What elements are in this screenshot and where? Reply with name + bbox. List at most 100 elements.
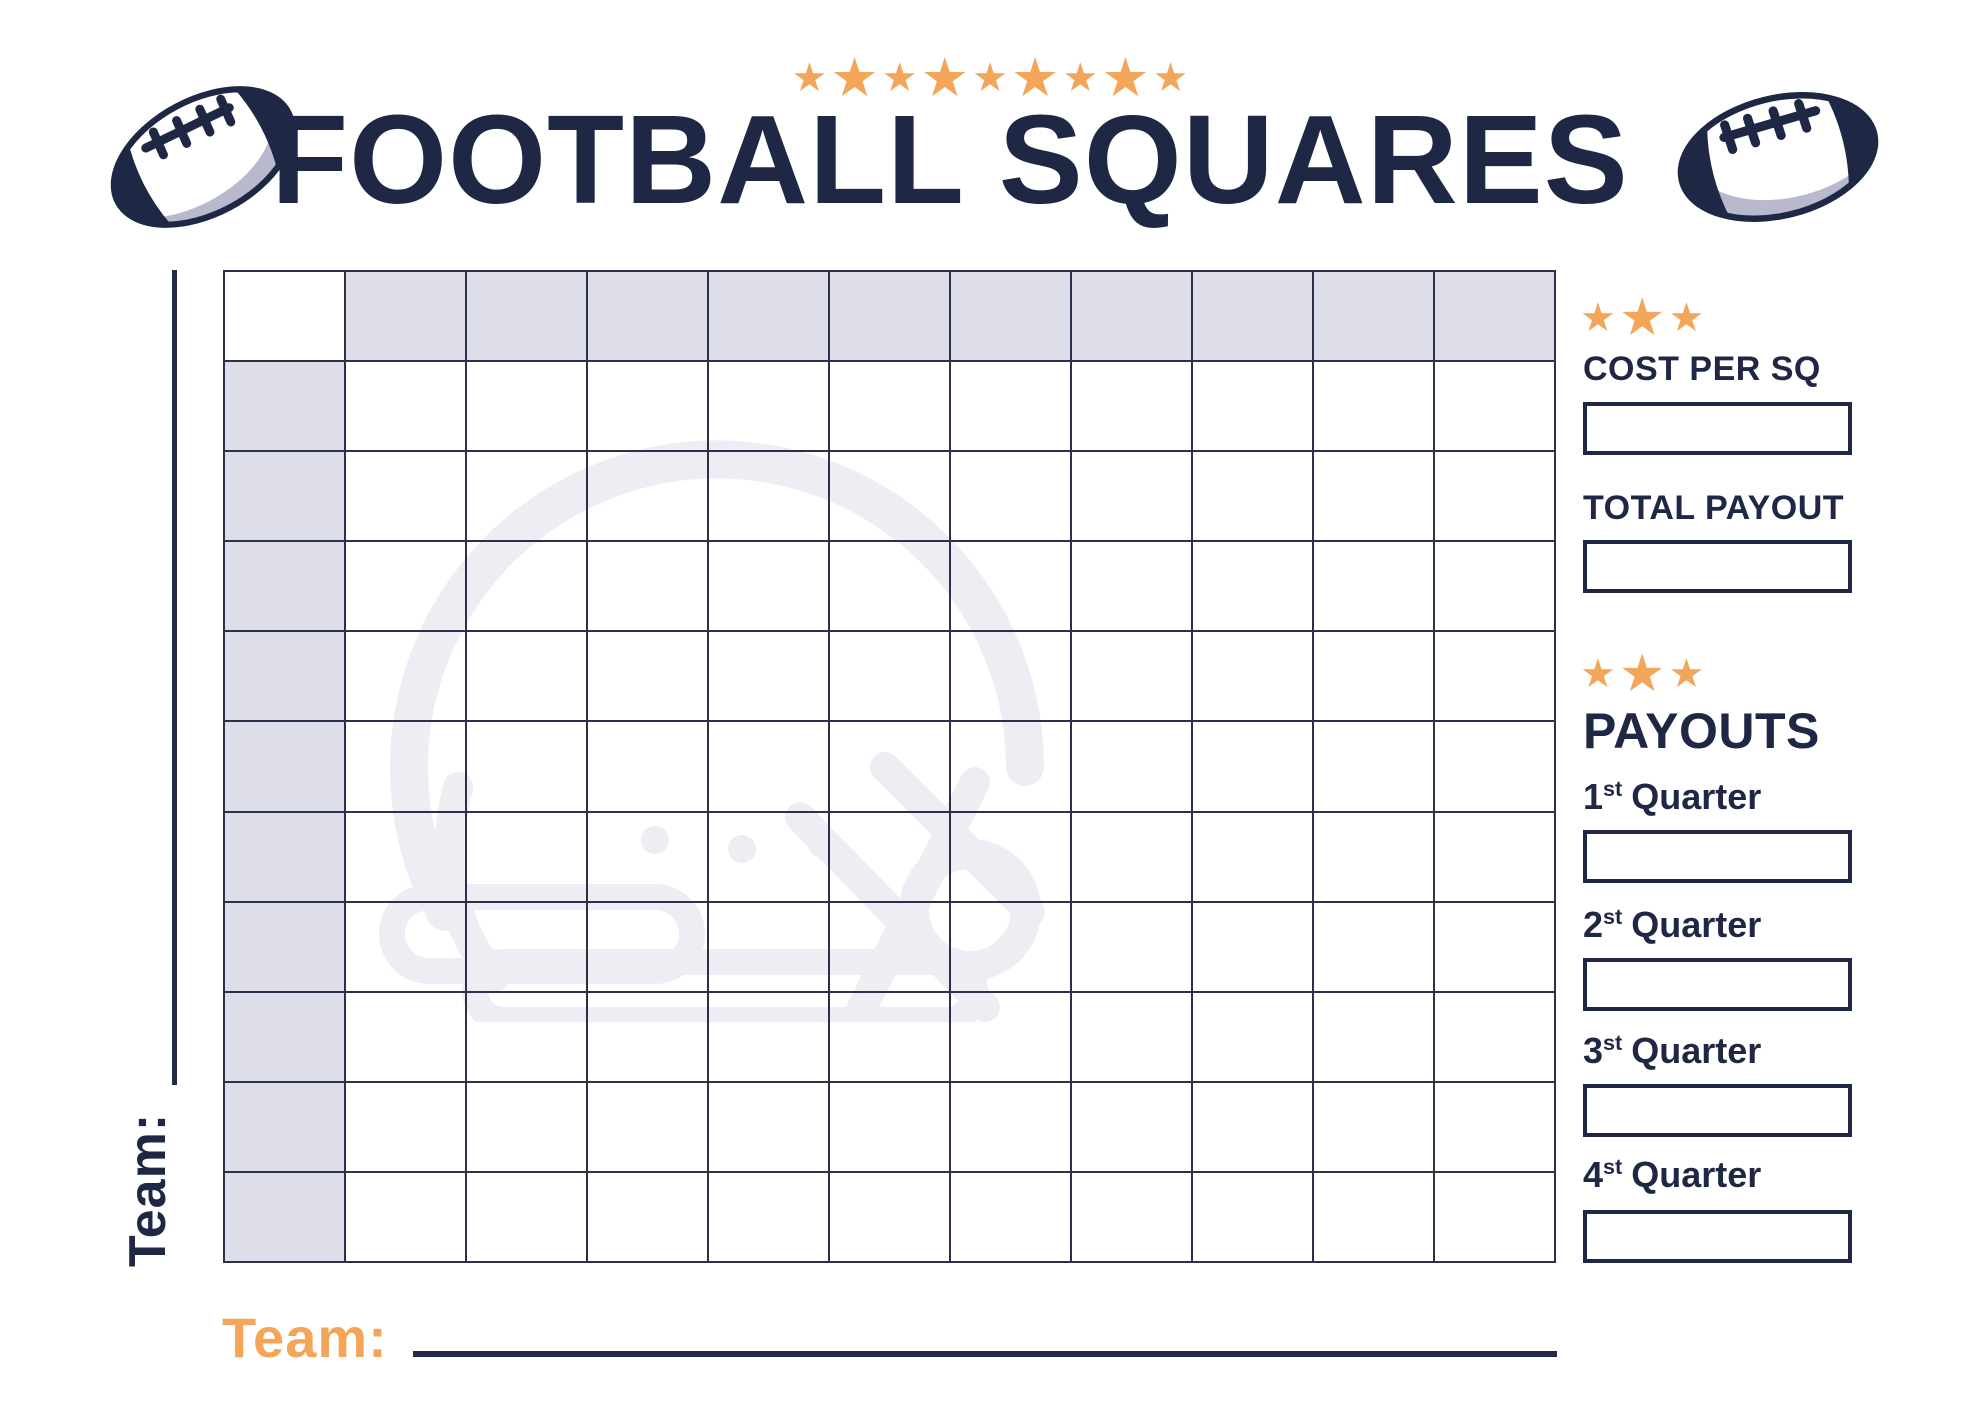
grid-square-cell[interactable] <box>345 541 466 632</box>
grid-square-cell[interactable] <box>950 361 1071 452</box>
score-header-cell-left[interactable] <box>224 901 345 992</box>
team-left-write-in-line[interactable] <box>172 270 177 1085</box>
grid-square-cell[interactable] <box>1313 631 1434 722</box>
grid-square-cell[interactable] <box>587 451 708 542</box>
grid-square-cell[interactable] <box>1434 811 1555 902</box>
grid-square-cell[interactable] <box>345 721 466 812</box>
score-header-cell-top[interactable] <box>1434 271 1555 362</box>
grid-square-cell[interactable] <box>1313 361 1434 452</box>
grid-square-cell[interactable] <box>1192 361 1313 452</box>
grid-square-cell[interactable] <box>829 1081 950 1172</box>
grid-square-cell[interactable] <box>1434 1081 1555 1172</box>
grid-square-cell[interactable] <box>466 991 587 1082</box>
grid-square-cell[interactable] <box>1313 1081 1434 1172</box>
grid-square-cell[interactable] <box>950 901 1071 992</box>
score-header-cell-left[interactable] <box>224 1081 345 1172</box>
grid-square-cell[interactable] <box>950 1171 1071 1262</box>
grid-square-cell[interactable] <box>708 451 829 542</box>
grid-square-cell[interactable] <box>1434 901 1555 992</box>
grid-square-cell[interactable] <box>466 811 587 902</box>
grid-square-cell[interactable] <box>1071 631 1192 722</box>
grid-square-cell[interactable] <box>345 1171 466 1262</box>
grid-square-cell[interactable] <box>1071 541 1192 632</box>
grid-square-cell[interactable] <box>345 1081 466 1172</box>
grid-square-cell[interactable] <box>1192 1171 1313 1262</box>
grid-square-cell[interactable] <box>345 451 466 542</box>
total-payout-input[interactable] <box>1583 540 1852 593</box>
grid-square-cell[interactable] <box>1192 631 1313 722</box>
grid-square-cell[interactable] <box>466 1171 587 1262</box>
grid-square-cell[interactable] <box>708 361 829 452</box>
grid-square-cell[interactable] <box>1313 811 1434 902</box>
grid-square-cell[interactable] <box>1313 991 1434 1082</box>
grid-square-cell[interactable] <box>1071 901 1192 992</box>
corner-cell[interactable] <box>224 271 345 362</box>
grid-square-cell[interactable] <box>345 901 466 992</box>
grid-square-cell[interactable] <box>829 721 950 812</box>
grid-square-cell[interactable] <box>1434 541 1555 632</box>
grid-square-cell[interactable] <box>829 541 950 632</box>
grid-square-cell[interactable] <box>950 811 1071 902</box>
grid-square-cell[interactable] <box>1071 721 1192 812</box>
grid-square-cell[interactable] <box>587 631 708 722</box>
score-header-cell-top[interactable] <box>466 271 587 362</box>
grid-square-cell[interactable] <box>1434 361 1555 452</box>
grid-square-cell[interactable] <box>1434 631 1555 722</box>
score-header-cell-top[interactable] <box>587 271 708 362</box>
grid-square-cell[interactable] <box>466 721 587 812</box>
grid-square-cell[interactable] <box>1313 1171 1434 1262</box>
quarter-3-payout-input[interactable] <box>1583 1084 1852 1137</box>
grid-square-cell[interactable] <box>829 631 950 722</box>
grid-square-cell[interactable] <box>466 541 587 632</box>
grid-square-cell[interactable] <box>1434 1171 1555 1262</box>
score-header-cell-top[interactable] <box>708 271 829 362</box>
grid-square-cell[interactable] <box>950 1081 1071 1172</box>
grid-square-cell[interactable] <box>1192 451 1313 542</box>
score-header-cell-top[interactable] <box>1192 271 1313 362</box>
grid-square-cell[interactable] <box>708 721 829 812</box>
grid-square-cell[interactable] <box>1434 721 1555 812</box>
score-header-cell-top[interactable] <box>1071 271 1192 362</box>
grid-square-cell[interactable] <box>708 1171 829 1262</box>
grid-square-cell[interactable] <box>587 811 708 902</box>
grid-square-cell[interactable] <box>1192 811 1313 902</box>
grid-square-cell[interactable] <box>1071 451 1192 542</box>
grid-square-cell[interactable] <box>829 1171 950 1262</box>
score-header-cell-left[interactable] <box>224 451 345 542</box>
quarter-1-payout-input[interactable] <box>1583 830 1852 883</box>
score-header-cell-top[interactable] <box>345 271 466 362</box>
quarter-4-payout-input[interactable] <box>1583 1210 1852 1263</box>
score-header-cell-top[interactable] <box>829 271 950 362</box>
grid-square-cell[interactable] <box>950 991 1071 1082</box>
team-bottom-write-in-line[interactable] <box>413 1351 1557 1357</box>
grid-square-cell[interactable] <box>829 901 950 992</box>
grid-square-cell[interactable] <box>950 721 1071 812</box>
grid-square-cell[interactable] <box>345 991 466 1082</box>
grid-square-cell[interactable] <box>587 1081 708 1172</box>
grid-square-cell[interactable] <box>1071 991 1192 1082</box>
grid-square-cell[interactable] <box>466 451 587 542</box>
grid-square-cell[interactable] <box>1071 361 1192 452</box>
score-header-cell-top[interactable] <box>950 271 1071 362</box>
grid-square-cell[interactable] <box>587 541 708 632</box>
score-header-cell-left[interactable] <box>224 721 345 812</box>
grid-square-cell[interactable] <box>1434 451 1555 542</box>
grid-square-cell[interactable] <box>1071 811 1192 902</box>
quarter-2-payout-input[interactable] <box>1583 958 1852 1011</box>
grid-square-cell[interactable] <box>345 811 466 902</box>
grid-square-cell[interactable] <box>466 631 587 722</box>
score-header-cell-left[interactable] <box>224 631 345 722</box>
grid-square-cell[interactable] <box>950 631 1071 722</box>
grid-square-cell[interactable] <box>829 361 950 452</box>
grid-square-cell[interactable] <box>587 721 708 812</box>
grid-square-cell[interactable] <box>708 901 829 992</box>
grid-square-cell[interactable] <box>1192 541 1313 632</box>
grid-square-cell[interactable] <box>829 811 950 902</box>
grid-square-cell[interactable] <box>829 991 950 1082</box>
grid-square-cell[interactable] <box>1192 901 1313 992</box>
grid-square-cell[interactable] <box>1192 1081 1313 1172</box>
grid-square-cell[interactable] <box>708 541 829 632</box>
score-header-cell-left[interactable] <box>224 541 345 632</box>
grid-square-cell[interactable] <box>587 1171 708 1262</box>
grid-square-cell[interactable] <box>1313 541 1434 632</box>
